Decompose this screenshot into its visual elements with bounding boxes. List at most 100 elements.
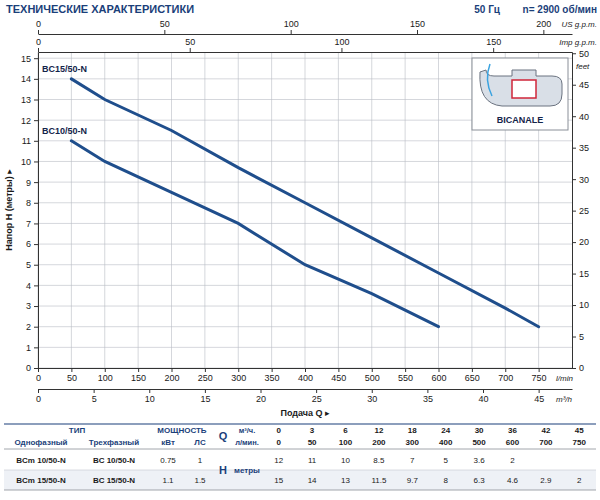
tick: 4 — [26, 281, 38, 291]
table-cell: 18 — [408, 426, 417, 435]
tick: 2 — [26, 322, 38, 332]
table-cell: 45 — [575, 426, 584, 435]
tick-mark — [34, 223, 38, 224]
table-cell: 36 — [508, 426, 517, 435]
tick-mark — [272, 368, 273, 372]
table-cell: 3 — [310, 426, 315, 435]
tick-mark — [572, 305, 576, 306]
tick-mark — [341, 48, 342, 52]
tick: 200 — [536, 19, 551, 34]
tick: 50 — [160, 19, 170, 34]
table-head: МОЩНОСТЬ — [157, 426, 207, 435]
tick: 450 — [331, 368, 346, 383]
tick-mark — [572, 242, 576, 243]
tick: 600 — [431, 368, 446, 383]
table-head: ЛС — [194, 438, 206, 447]
table-cell: 11.5 — [371, 476, 387, 485]
tick-mark — [34, 161, 38, 162]
x-axis: 0501001502002503003504004505005506006507… — [36, 368, 573, 383]
tick-mark — [261, 389, 262, 393]
tick-label: 0 — [36, 19, 41, 29]
table-cell: 400 — [439, 438, 453, 447]
tick-label: 30 — [579, 175, 589, 185]
grid-line — [38, 306, 572, 307]
tick-mark — [34, 285, 38, 286]
tick: 35 — [572, 143, 589, 153]
table-cell: 8 — [443, 476, 448, 485]
tick-mark — [572, 179, 576, 180]
tick-label: 20 — [256, 394, 266, 404]
tick-mark — [305, 368, 306, 372]
table-cell: 6.3 — [474, 476, 486, 485]
tick-mark — [38, 389, 39, 393]
x2-axis: 051015202530354045 — [36, 389, 573, 404]
table-cell: 1.1 — [162, 476, 174, 485]
table-cell: 2.9 — [540, 476, 552, 485]
x3-axis: 050100150200 — [36, 19, 573, 35]
tick-label: 0 — [579, 363, 584, 373]
tick-mark — [34, 79, 38, 80]
tick: 50 — [67, 368, 77, 383]
axis-line — [39, 34, 573, 35]
tick-label: 50 — [579, 49, 589, 59]
axis-line — [39, 52, 573, 53]
tick: 45 — [534, 389, 544, 404]
table-cell: 2 — [510, 456, 515, 465]
tick-label: 12 — [21, 116, 31, 126]
tick-mark — [372, 368, 373, 372]
tick: 350 — [265, 368, 280, 383]
tick-mark — [539, 368, 540, 372]
tick: 150 — [410, 19, 425, 34]
tick-mark — [291, 30, 292, 34]
tick-label: 40 — [579, 112, 589, 122]
tick-mark — [505, 368, 506, 372]
subtitle: n= 2900 об/мин — [523, 4, 597, 15]
tick-label: 150 — [486, 37, 501, 47]
tick-label: 25 — [579, 206, 589, 216]
tick-mark — [138, 368, 139, 372]
tick-label: 150 — [131, 373, 146, 383]
tick-label: 750 — [532, 373, 547, 383]
grid-line — [38, 326, 572, 327]
tick-label: 0 — [36, 373, 41, 383]
inset-shape — [480, 70, 562, 106]
tick-label: 30 — [367, 394, 377, 404]
table-cell: BCm 10/50-N — [16, 456, 66, 465]
table-cell: BC 15/50-N — [93, 476, 135, 485]
grid-line — [38, 285, 572, 286]
table-cell: 10 — [341, 456, 350, 465]
table-cell: 14 — [308, 476, 317, 485]
tick-label: 10 — [21, 157, 31, 167]
tick: 10 — [21, 157, 38, 167]
tick: 45 — [572, 80, 589, 90]
table-cell: 200 — [372, 438, 386, 447]
table-cell: 15 — [274, 476, 283, 485]
table-cell: 750 — [573, 438, 587, 447]
tick: 7 — [26, 219, 38, 229]
axis-unit: Imp g.p.m. — [559, 38, 597, 47]
tick-label: 50 — [185, 37, 195, 47]
tick-mark — [34, 265, 38, 266]
tick-label: 550 — [398, 373, 413, 383]
tick-label: 5 — [26, 260, 31, 270]
axis-title: Подача Q ▸ — [280, 408, 330, 418]
tick-mark — [472, 368, 473, 372]
table-head: м³/ч. — [239, 426, 256, 435]
tick: 15 — [572, 269, 589, 279]
tick-mark — [34, 182, 38, 183]
tick-mark — [94, 389, 95, 393]
tick-label: 5 — [579, 332, 584, 342]
tick-mark — [572, 85, 576, 86]
axis-unit: US g.p.m. — [561, 20, 597, 29]
table-cell: 2 — [577, 476, 582, 485]
table-cell: 0 — [276, 438, 281, 447]
tick-mark — [417, 30, 418, 34]
tick-mark — [316, 389, 317, 393]
tick-label: 350 — [265, 373, 280, 383]
tick-mark — [164, 30, 165, 34]
tick: 14 — [21, 74, 38, 84]
tick-mark — [205, 389, 206, 393]
axis-unit: l/min — [556, 374, 573, 383]
tick: 8 — [26, 198, 38, 208]
table-cell: 12 — [274, 456, 283, 465]
